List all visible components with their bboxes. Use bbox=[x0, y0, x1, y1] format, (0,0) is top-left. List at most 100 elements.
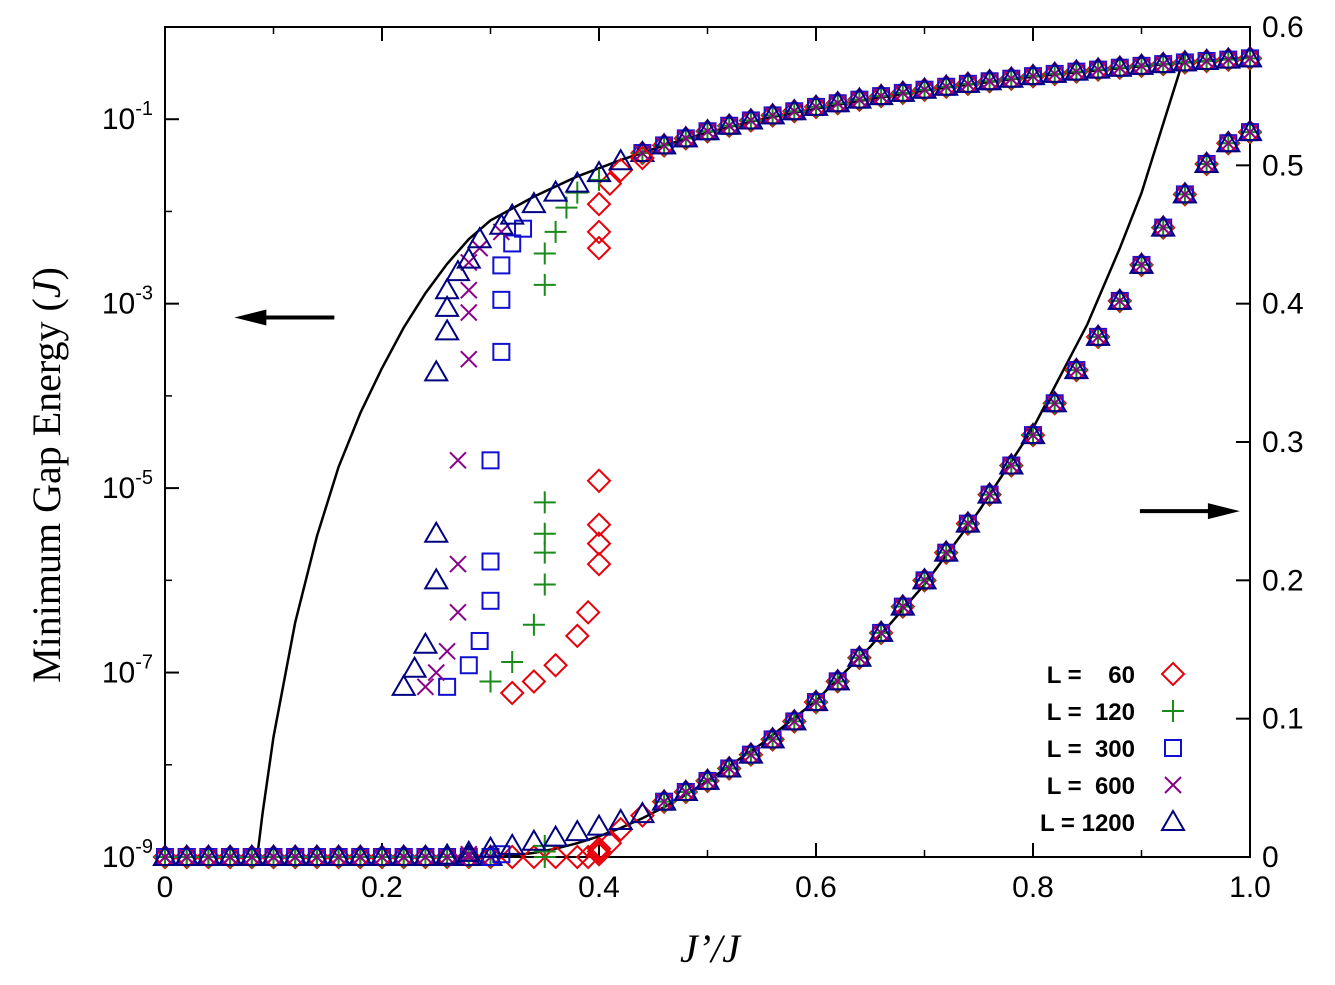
data-point-shared-right bbox=[1111, 292, 1129, 310]
data-point-log bbox=[586, 551, 612, 577]
data-point-shared-right bbox=[173, 844, 200, 866]
data-point-shared-log bbox=[1154, 55, 1172, 73]
data-point-shared-log bbox=[872, 87, 890, 105]
data-point-shared-right bbox=[195, 844, 222, 866]
data-point-shared-log bbox=[694, 118, 721, 141]
data-point-log bbox=[533, 491, 556, 514]
data-point-shared-log bbox=[456, 844, 482, 866]
data-point-shared-right bbox=[807, 693, 825, 711]
data-point-log bbox=[499, 680, 525, 706]
data-point-shared-right bbox=[651, 788, 677, 811]
y-right-tick-label: 0 bbox=[1262, 841, 1279, 874]
data-point-shared-right bbox=[911, 567, 938, 590]
data-point-shared-log bbox=[1085, 56, 1111, 79]
data-point-shared-right bbox=[763, 730, 782, 749]
data-point-shared-log bbox=[976, 68, 1003, 91]
data-point-log bbox=[533, 573, 556, 596]
data-point-shared-log bbox=[803, 93, 829, 116]
data-point-shared-log bbox=[868, 83, 894, 106]
data-point-shared-log bbox=[1089, 60, 1107, 79]
data-point-log bbox=[586, 512, 612, 538]
data-point-shared-right bbox=[199, 848, 218, 866]
data-point-shared-right bbox=[955, 510, 981, 533]
data-point-right bbox=[477, 835, 504, 858]
data-point-shared-log bbox=[1176, 53, 1194, 72]
data-point-shared-log bbox=[759, 102, 786, 125]
data-point-shared-right bbox=[738, 741, 764, 764]
data-point-shared-right bbox=[677, 783, 695, 801]
data-point-shared-log bbox=[1241, 49, 1259, 68]
data-point-shared-log bbox=[1020, 63, 1046, 86]
data-point-shared-right bbox=[221, 848, 239, 866]
data-point-shared-right bbox=[803, 689, 829, 712]
data-point-shared-right bbox=[1067, 361, 1086, 379]
y-right-tick-label: 0.1 bbox=[1262, 703, 1304, 736]
data-point-log bbox=[533, 273, 556, 296]
data-point-log bbox=[544, 220, 567, 243]
data-point-log bbox=[586, 219, 612, 245]
data-point-shared-right bbox=[824, 668, 851, 691]
data-point-log bbox=[533, 522, 556, 545]
x-axis-ticks: 0 0.2 0.4 0.6 0.8 1.0 bbox=[157, 27, 1271, 904]
data-point-log bbox=[533, 242, 556, 265]
data-point-shared-log bbox=[1128, 52, 1155, 75]
data-point-log bbox=[449, 451, 467, 470]
data-point-shared-log bbox=[1132, 57, 1151, 75]
y-left-tick-label: 10-1 bbox=[102, 98, 153, 136]
data-point-shared-right bbox=[1172, 181, 1198, 204]
data-point-shared-right bbox=[156, 848, 174, 866]
x-tick-label: 0 bbox=[157, 871, 174, 904]
data-point-right bbox=[542, 824, 569, 847]
markers bbox=[152, 45, 1263, 870]
data-point-shared-right bbox=[1176, 185, 1194, 204]
data-point-shared-right bbox=[742, 745, 760, 764]
legend-label: L = 60 bbox=[1047, 662, 1135, 689]
data-point-log bbox=[427, 663, 445, 682]
data-point-shared-log bbox=[1002, 69, 1021, 88]
data-point-shared-right bbox=[655, 792, 673, 811]
legend-label: L = 120 bbox=[1047, 699, 1135, 726]
data-point-shared-log bbox=[673, 125, 699, 148]
data-point-shared-right bbox=[1241, 123, 1259, 141]
x-tick-label: 0.6 bbox=[795, 871, 837, 904]
data-point-log bbox=[499, 202, 525, 225]
left-axis-arrowhead bbox=[234, 309, 267, 326]
data-point-log bbox=[434, 318, 460, 341]
data-point-shared-right bbox=[976, 481, 1003, 504]
data-point-log bbox=[629, 145, 655, 171]
data-point-shared-right bbox=[720, 759, 738, 778]
data-point-shared-log bbox=[894, 84, 912, 102]
x-tick-label: 1.0 bbox=[1229, 871, 1271, 904]
data-point-shared-right bbox=[1215, 130, 1242, 153]
data-point-shared-log bbox=[846, 86, 873, 109]
data-point-shared-right bbox=[1193, 150, 1220, 173]
data-point-shared-right bbox=[347, 844, 374, 866]
data-point-shared-right bbox=[325, 844, 352, 866]
data-point-log bbox=[390, 673, 417, 696]
y-left-axis-ticks: 10-9 10-7 10-5 10-3 10-1 bbox=[102, 26, 179, 874]
plot-frame bbox=[164, 26, 1251, 858]
data-point-shared-log bbox=[959, 75, 977, 93]
data-point-shared-log bbox=[655, 136, 673, 155]
data-point-shared-right bbox=[1150, 214, 1176, 237]
data-point-shared-log bbox=[1107, 54, 1133, 77]
data-point-log bbox=[423, 567, 449, 590]
data-point-shared-log bbox=[651, 132, 677, 155]
data-point-shared-log bbox=[933, 73, 959, 96]
data-point-log bbox=[564, 623, 590, 649]
data-point-shared-log bbox=[937, 78, 955, 96]
data-point-shared-right bbox=[694, 767, 721, 790]
data-point-shared-right bbox=[264, 848, 283, 866]
data-point-shared-log bbox=[807, 98, 825, 116]
data-point-shared-right bbox=[1085, 323, 1111, 346]
data-point-log bbox=[492, 342, 511, 361]
data-point-log bbox=[481, 451, 500, 470]
y-left-tick-label: 10-7 bbox=[102, 652, 153, 690]
data-point-log bbox=[449, 555, 467, 573]
y-right-tick-label: 0.4 bbox=[1262, 288, 1304, 321]
data-point-shared-right bbox=[716, 755, 742, 778]
data-point-log bbox=[479, 670, 502, 693]
y-right-axis-ticks: 0 0.1 0.2 0.3 0.4 0.5 0.6 bbox=[1236, 11, 1304, 874]
data-point-shared-right bbox=[373, 848, 391, 866]
data-point-shared-right bbox=[785, 712, 804, 731]
